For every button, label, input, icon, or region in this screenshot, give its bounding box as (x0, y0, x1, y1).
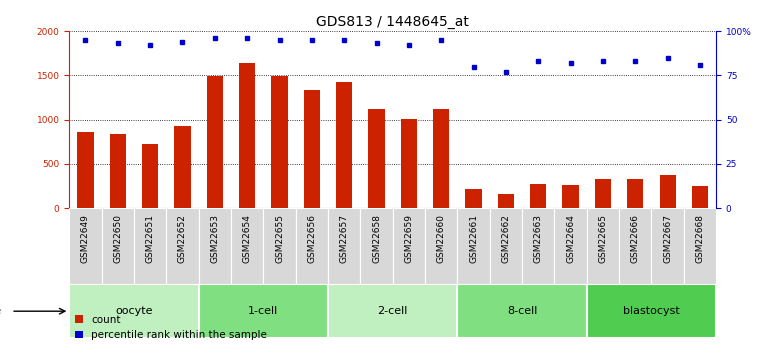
Bar (328, 208, 360, 284)
Bar (77, 132, 94, 208)
Text: 8-cell: 8-cell (507, 306, 537, 316)
Text: GSM22663: GSM22663 (534, 214, 543, 263)
Text: development stage: development stage (0, 306, 2, 316)
Bar (109, 134, 126, 208)
Bar (263, 208, 296, 284)
Title: GDS813 / 1448645_at: GDS813 / 1448645_at (316, 14, 469, 29)
Bar (651, 208, 684, 284)
Bar (465, 189, 482, 208)
Bar (206, 76, 223, 208)
Bar (554, 208, 587, 284)
Text: GSM22658: GSM22658 (372, 214, 381, 263)
Text: GSM22668: GSM22668 (695, 214, 705, 263)
Bar (587, 208, 619, 284)
Bar (174, 126, 191, 208)
Text: GSM22665: GSM22665 (598, 214, 608, 263)
Bar (498, 194, 514, 208)
Bar (457, 208, 490, 284)
Bar (619, 208, 651, 284)
Bar (490, 208, 522, 284)
Text: GSM22664: GSM22664 (566, 214, 575, 263)
Bar (531, 184, 547, 208)
Text: GSM22650: GSM22650 (113, 214, 122, 263)
Bar (102, 208, 134, 284)
Bar (134, 208, 166, 284)
Text: 2-cell: 2-cell (377, 306, 408, 316)
Bar (336, 81, 353, 208)
Bar (360, 208, 393, 284)
Bar (684, 208, 716, 284)
Text: GSM22659: GSM22659 (404, 214, 413, 263)
Bar (457, 284, 587, 338)
Text: oocyte: oocyte (116, 306, 152, 316)
Bar (69, 284, 199, 338)
Text: GSM22661: GSM22661 (469, 214, 478, 263)
Text: GSM22656: GSM22656 (307, 214, 316, 263)
Text: blastocyst: blastocyst (623, 306, 680, 316)
Text: 1-cell: 1-cell (248, 306, 279, 316)
Bar (199, 208, 231, 284)
Text: GSM22666: GSM22666 (631, 214, 640, 263)
Bar (401, 119, 417, 208)
Bar (369, 109, 385, 208)
Text: GSM22667: GSM22667 (663, 214, 672, 263)
Bar (660, 175, 676, 208)
Bar (393, 208, 425, 284)
Text: GSM22652: GSM22652 (178, 214, 187, 263)
Bar (231, 208, 263, 284)
Text: GSM22651: GSM22651 (146, 214, 155, 263)
Text: GSM22654: GSM22654 (243, 214, 252, 263)
Bar (199, 284, 328, 338)
Text: GSM22649: GSM22649 (81, 214, 90, 263)
Bar (522, 208, 554, 284)
Bar (239, 63, 256, 208)
Text: GSM22660: GSM22660 (437, 214, 446, 263)
Text: GSM22657: GSM22657 (340, 214, 349, 263)
Bar (587, 284, 716, 338)
Bar (562, 185, 579, 208)
Bar (595, 179, 611, 208)
Bar (166, 208, 199, 284)
Legend: count, percentile rank within the sample: count, percentile rank within the sample (75, 315, 267, 340)
Bar (272, 76, 288, 208)
Text: GSM22662: GSM22662 (501, 214, 511, 263)
Bar (328, 284, 457, 338)
Bar (296, 208, 328, 284)
Bar (303, 90, 320, 208)
Bar (433, 109, 450, 208)
Bar (425, 208, 457, 284)
Text: GSM22653: GSM22653 (210, 214, 219, 263)
Bar (628, 179, 644, 208)
Bar (69, 208, 102, 284)
Text: GSM22655: GSM22655 (275, 214, 284, 263)
Bar (142, 144, 159, 208)
Bar (692, 186, 708, 208)
